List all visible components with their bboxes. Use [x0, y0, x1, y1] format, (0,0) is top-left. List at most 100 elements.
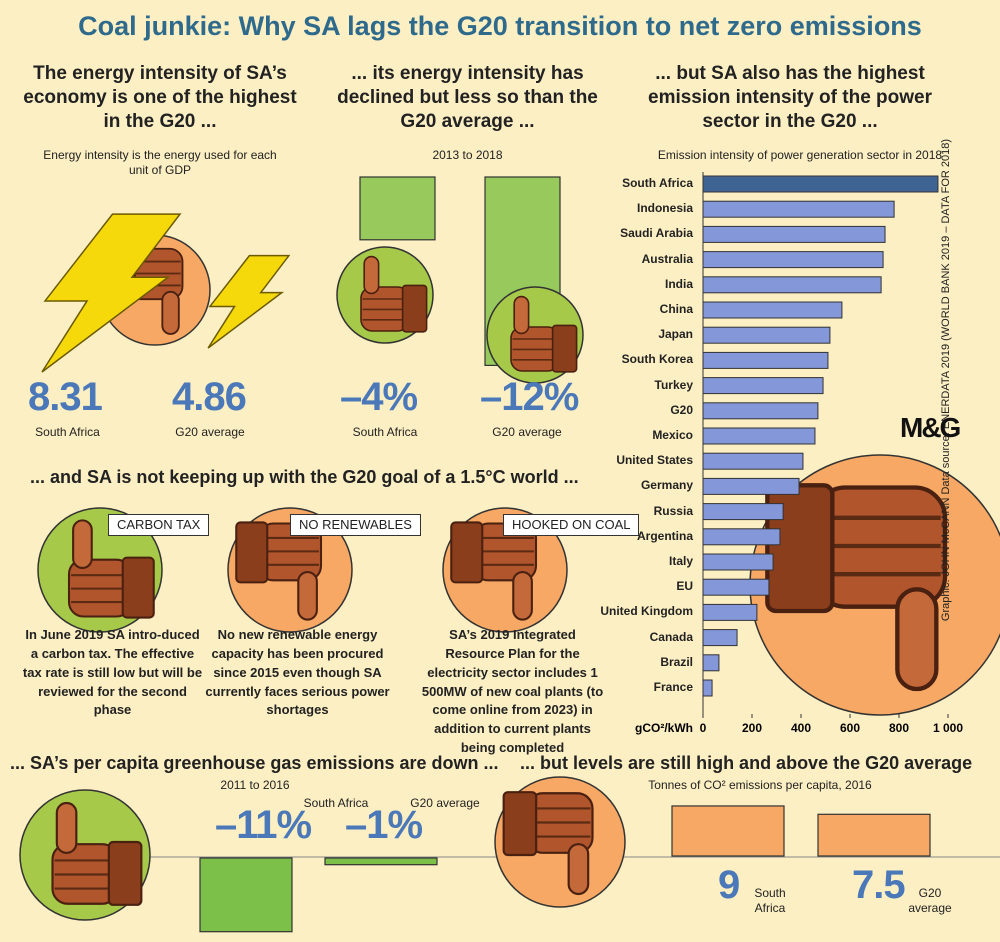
chart-subtitle: Energy intensity is the energy used for …	[43, 148, 277, 177]
category-label: South Korea	[621, 352, 693, 367]
category-label: China	[659, 302, 693, 316]
value-label: 9	[718, 863, 740, 907]
x-tick-label: 400	[791, 721, 811, 735]
x-tick-label: 200	[742, 721, 762, 735]
chart-title: ... SA’s per capita greenhouse gas emiss…	[10, 753, 499, 773]
bar	[702, 200, 895, 218]
category-label: Australia	[641, 251, 693, 266]
bar	[199, 857, 293, 933]
bar	[702, 377, 824, 395]
category-label: United Kingdom	[600, 604, 693, 619]
category-label: South Africa	[352, 425, 418, 439]
category-label: Argentina	[636, 528, 693, 543]
hand-thumb	[55, 801, 78, 854]
category-label: Turkey	[654, 377, 693, 392]
chart-title: The energy intensity of SA’s economy is …	[23, 63, 297, 132]
hand-cuff	[107, 840, 143, 906]
chart-subtitle: 2013 to 2018	[432, 148, 503, 162]
category-label: EU	[676, 579, 693, 594]
x-tick-label: 1 000	[933, 721, 963, 735]
bar	[359, 176, 436, 241]
bar	[702, 528, 781, 546]
hand-cuff	[450, 521, 484, 584]
hand-cuff	[551, 324, 578, 373]
bar	[702, 225, 886, 243]
hand-cuff	[502, 791, 538, 857]
tag: CARBON TAX	[108, 514, 210, 537]
x-tick-label: 600	[840, 721, 860, 735]
bar	[671, 805, 785, 857]
bar	[702, 351, 829, 369]
logo: M&G	[900, 412, 961, 443]
hand-cuff	[121, 556, 155, 619]
hand-cuff	[401, 284, 428, 333]
lightning	[41, 213, 182, 373]
hand-thumb	[895, 587, 939, 692]
bar	[324, 857, 438, 866]
category-label: Germany	[640, 478, 693, 493]
chart-title: ... its energy intensity has declined bu…	[337, 63, 598, 132]
item-text: In June 2019 SA intro-duced a carbon tax…	[22, 627, 203, 718]
category-label: Brazil	[660, 654, 693, 669]
category-label: Canada	[649, 629, 693, 644]
value-label: –11%	[215, 803, 312, 847]
value-label: 8.31	[28, 375, 103, 419]
value-label: –1%	[345, 803, 423, 847]
section-title: ... and SA is not keeping up with the G2…	[30, 467, 579, 487]
category-label: G20 average	[908, 886, 952, 915]
bar	[702, 603, 758, 621]
tag: HOOKED ON COAL	[503, 514, 640, 537]
category-label: United States	[616, 453, 693, 468]
bar	[702, 326, 831, 344]
bar	[702, 553, 774, 571]
bar	[702, 251, 884, 269]
category-label: G20	[670, 402, 693, 417]
item-text: No new renewable energy capacity has bee…	[205, 627, 390, 718]
bar	[817, 813, 931, 857]
value-label: 7.5	[852, 863, 906, 907]
hand-thumb	[72, 519, 93, 569]
x-tick-label: 800	[889, 721, 909, 735]
category-label: South Africa	[303, 796, 369, 810]
category-label: G20 average	[410, 796, 480, 810]
chart-title: ... but levels are still high and above …	[520, 753, 973, 773]
chart-subtitle: Emission intensity of power generation s…	[657, 148, 943, 162]
category-label: Russia	[653, 503, 693, 518]
category-label: G20 average	[175, 425, 245, 439]
hand-thumb	[513, 295, 530, 335]
category-label: South Africa	[754, 886, 786, 915]
x-axis-label: gCO²/kWh	[635, 721, 693, 735]
category-label: India	[664, 276, 693, 291]
main-title: Coal junkie: Why SA lags the G20 transit…	[78, 11, 922, 41]
bar	[702, 578, 770, 596]
hand-cuff	[235, 521, 269, 584]
category-label: France	[653, 680, 693, 694]
value-label: 4.86	[172, 375, 247, 419]
bar	[702, 175, 939, 193]
category-label: Saudi Arabia	[620, 226, 693, 241]
value-label: –4%	[340, 375, 418, 419]
hand-thumb	[512, 571, 533, 621]
x-tick-label: 0	[700, 721, 707, 735]
lightning	[207, 254, 291, 349]
bar	[702, 477, 800, 495]
hand-thumb	[567, 843, 590, 896]
hand-thumb	[363, 255, 380, 295]
hand-thumb	[161, 290, 180, 335]
category-label: G20 average	[492, 425, 562, 439]
chart-subtitle: 2011 to 2016	[220, 778, 290, 792]
bar	[702, 629, 738, 647]
bar	[702, 503, 784, 521]
category-label: South Africa	[622, 176, 693, 190]
bar	[702, 679, 713, 697]
hand-thumb	[297, 571, 318, 621]
value-label: –12%	[480, 375, 579, 419]
category-label: Indonesia	[636, 201, 693, 216]
category-label: Italy	[668, 554, 693, 568]
bar	[702, 402, 819, 420]
item-text: SA’s 2019 Integrated Resource Plan for t…	[421, 627, 604, 756]
bar	[702, 654, 720, 672]
bar	[702, 452, 804, 470]
bar	[702, 301, 843, 319]
bar	[702, 427, 816, 445]
